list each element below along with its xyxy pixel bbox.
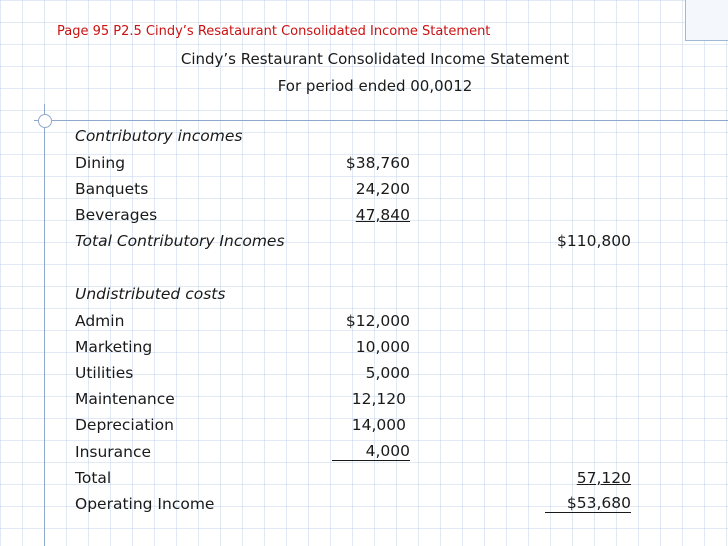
statement-period: For period ended 00,0012 [277,77,473,95]
line-item-amount: 24,200 [355,180,410,198]
line-item-label: Maintenance [75,390,175,408]
section-heading-label: Undistributed costs [75,285,226,303]
line-item-amount: $12,000 [345,312,410,330]
operating-income-label: Operating Income [75,495,215,513]
statement-title: Cindy’s Restaurant Consolidated Income S… [180,50,570,68]
total-amount: 57,120 [576,469,631,487]
line-item-label: Depreciation [75,416,174,434]
line-item-depreciation: Depreciation 14,000 [0,416,728,440]
line-item-label: Dining [75,154,126,172]
line-item-amount: 14,000 [351,416,406,434]
line-item-label: Insurance [75,443,152,461]
total-undistributed-costs: Total 57,120 [0,469,728,493]
line-item-insurance: Insurance 4,000 [0,443,728,467]
line-item-amount: 5,000 [365,364,410,382]
line-item-dining: Dining $38,760 [0,154,728,178]
corner-box [685,0,728,41]
decorative-circle [38,114,52,128]
line-item-amount: 4,000 [331,443,410,461]
line-item-marketing: Marketing 10,000 [0,338,728,362]
line-item-maintenance: Maintenance 12,120 [0,390,728,414]
total-label: Total Contributory Incomes [75,232,285,250]
line-item-label: Beverages [75,206,158,224]
line-item-admin: Admin $12,000 [0,312,728,336]
line-item-amount: 10,000 [355,338,410,356]
section-heading-label: Contributory incomes [75,127,243,145]
line-item-amount: 12,120 [351,390,406,408]
total-contributory-incomes: Total Contributory Incomes $110,800 [0,232,728,256]
line-item-amount: $38,760 [345,154,410,172]
section-heading-undistributed: Undistributed costs [0,285,728,309]
line-item-label: Marketing [75,338,153,356]
line-item-amount: 47,840 [355,206,410,224]
line-item-beverages: Beverages 47,840 [0,206,728,230]
line-item-label: Admin [75,312,125,330]
slide-header: Page 95 P2.5 Cindy’s Resataurant Consoli… [57,24,491,39]
operating-income-amount: $53,680 [544,495,631,513]
total-label: Total [75,469,112,487]
total-amount: $110,800 [557,232,631,250]
line-item-label: Banquets [75,180,149,198]
operating-income-row: Operating Income $53,680 [0,495,728,519]
line-item-banquets: Banquets 24,200 [0,180,728,204]
decorative-horizontal-line [34,120,728,121]
line-item-utilities: Utilities 5,000 [0,364,728,388]
line-item-label: Utilities [75,364,134,382]
decorative-vertical-line [44,104,45,546]
section-heading-contributory: Contributory incomes [0,127,728,151]
